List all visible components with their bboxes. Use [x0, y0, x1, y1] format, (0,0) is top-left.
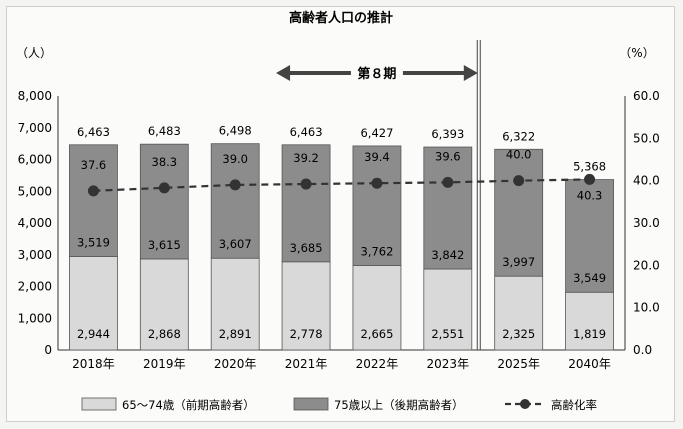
- y2-tick-label: 0.0: [633, 343, 652, 357]
- bar-label-early: 2,778: [290, 327, 323, 341]
- aging-rate-point: [584, 173, 596, 185]
- y2-tick-label: 50.0: [633, 131, 660, 145]
- bar-label-late: 3,615: [148, 238, 181, 252]
- period-arrow-head-left: [276, 65, 291, 81]
- legend-swatch-rate-point: [520, 399, 530, 409]
- y-tick-label: 5,000: [18, 184, 52, 198]
- aging-rate-label: 39.6: [435, 149, 461, 163]
- bar-label-late: 3,519: [77, 236, 110, 250]
- bar-label-late: 3,997: [502, 255, 535, 269]
- bar-total-label: 6,322: [502, 129, 535, 143]
- bar-late-elderly: [210, 143, 260, 259]
- bar-total-label: 6,498: [219, 124, 252, 138]
- legend-swatch-late: [293, 397, 329, 411]
- x-tick-label: 2025年: [497, 357, 540, 371]
- x-tick-label: 2021年: [285, 357, 328, 371]
- x-tick-label: 2020年: [214, 357, 257, 371]
- aging-rate-label: 37.6: [81, 158, 107, 172]
- aging-rate-label: 39.0: [222, 152, 248, 166]
- y2-tick-label: 40.0: [633, 174, 660, 188]
- x-tick-label: 2040年: [568, 357, 611, 371]
- aging-rate-label: 40.3: [577, 188, 603, 202]
- bar-label-early: 2,665: [360, 327, 393, 341]
- bar-label-early: 2,944: [77, 327, 110, 341]
- aging-rate-point: [300, 178, 312, 190]
- bar-total-label: 6,427: [360, 126, 393, 140]
- bar-total-label: 6,463: [77, 125, 110, 139]
- period-arrow-head-right: [463, 65, 478, 81]
- y-tick-label: 4,000: [18, 216, 52, 230]
- bar-early-elderly: [69, 256, 118, 351]
- aging-rate-label: 39.4: [364, 150, 390, 164]
- legend-label-early: 65～74歳（前期高齢者）: [122, 398, 255, 412]
- y-tick-label: 8,000: [18, 89, 52, 103]
- bar-label-late: 3,607: [219, 237, 252, 251]
- bar-late-elderly: [423, 146, 473, 270]
- aging-rate-line: [93, 178, 590, 192]
- chart-title: 高齢者人口の推計: [289, 10, 393, 26]
- bar-label-early: 2,551: [431, 327, 464, 341]
- y2-tick-label: 30.0: [633, 216, 660, 230]
- legend-label-late: 75歳以上（後期高齢者）: [334, 398, 464, 412]
- aging-rate-point: [513, 175, 525, 187]
- aging-rate-point: [229, 179, 241, 191]
- bar-label-late: 3,549: [573, 271, 606, 285]
- period-label-bg: [350, 62, 403, 82]
- bar-total-label: 6,483: [148, 124, 181, 138]
- bar-early-elderly: [281, 261, 331, 351]
- bar-early-elderly: [423, 268, 473, 351]
- y-tick-label: 0: [44, 343, 52, 357]
- y-tick-label: 1,000: [18, 311, 52, 325]
- aging-rate-point: [87, 185, 99, 197]
- bar-late-elderly: [69, 144, 118, 257]
- x-tick-label: 2022年: [356, 357, 399, 371]
- bar-label-late: 3,685: [290, 241, 323, 255]
- x-tick-label: 2019年: [143, 357, 186, 371]
- bar-label-early: 2,325: [502, 327, 535, 341]
- bar-total-label: 5,368: [573, 160, 606, 174]
- aging-rate-point: [158, 182, 170, 194]
- y-tick-label: 2,000: [18, 280, 52, 294]
- bar-label-early: 1,819: [573, 327, 606, 341]
- y2-tick-label: 60.0: [633, 89, 660, 103]
- period-label: 第８期: [357, 66, 396, 82]
- y-axis-label: （人）: [16, 46, 52, 60]
- bar-label-late: 3,762: [360, 244, 393, 258]
- aging-rate-label: 38.3: [152, 155, 178, 169]
- bar-label-late: 3,842: [431, 248, 464, 262]
- bar-total-label: 6,393: [431, 127, 464, 141]
- aging-rate-label: 40.0: [506, 148, 532, 162]
- y-tick-label: 7,000: [18, 121, 52, 135]
- bar-early-elderly: [565, 291, 614, 351]
- bar-early-elderly: [210, 257, 260, 351]
- legend-swatch-early: [81, 397, 117, 411]
- bar-late-elderly: [494, 148, 544, 277]
- bar-label-early: 2,891: [219, 327, 252, 341]
- bar-label-early: 2,868: [148, 327, 181, 341]
- x-tick-label: 2018年: [72, 357, 115, 371]
- y2-tick-label: 10.0: [633, 301, 660, 315]
- y-tick-label: 3,000: [18, 248, 52, 262]
- y2-axis-label: （%）: [619, 46, 654, 60]
- aging-rate-label: 39.2: [293, 151, 319, 165]
- legend-label-rate: 高齢化率: [551, 398, 597, 412]
- x-tick-label: 2023年: [427, 357, 470, 371]
- y-tick-label: 6,000: [18, 153, 52, 167]
- y2-tick-label: 20.0: [633, 258, 660, 272]
- bar-late-elderly: [281, 144, 331, 263]
- bar-late-elderly: [565, 179, 614, 293]
- bar-early-elderly: [494, 275, 544, 351]
- bar-late-elderly: [139, 143, 189, 260]
- bar-total-label: 6,463: [290, 125, 323, 139]
- bar-late-elderly: [352, 145, 402, 266]
- aging-rate-point: [371, 177, 383, 189]
- aging-rate-point: [442, 176, 454, 188]
